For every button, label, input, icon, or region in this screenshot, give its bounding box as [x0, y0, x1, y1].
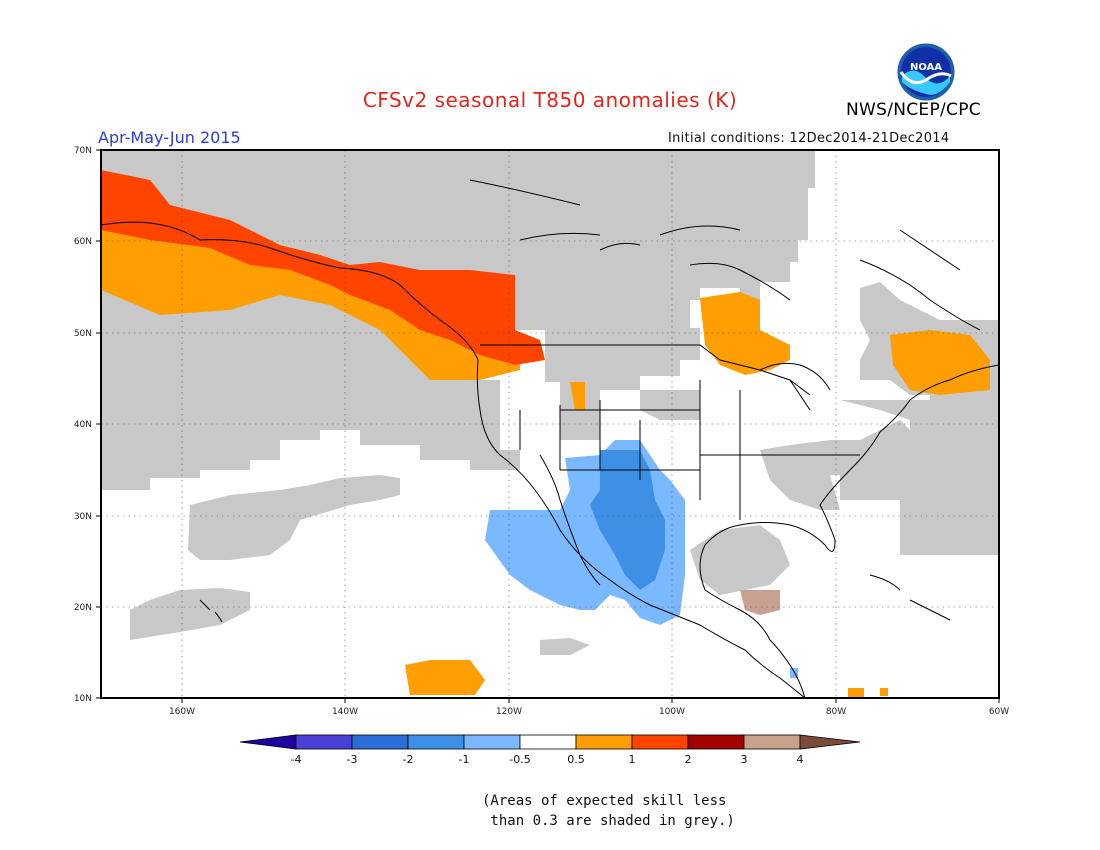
lat-label: 60N: [74, 237, 92, 247]
season-label: Apr-May-Jun 2015: [98, 128, 241, 147]
colorbar: [239, 734, 861, 750]
colorbar-tick-label: 3: [741, 753, 748, 766]
footnote-line-1: (Areas of expected skill less: [482, 793, 727, 809]
colorbar-segment: [687, 734, 745, 750]
cool-anomaly-areas: [485, 440, 798, 678]
coastlines: [101, 179, 999, 698]
colorbar-tick-label: -0.5: [509, 753, 530, 766]
lon-label: 100W: [659, 707, 685, 717]
lat-label: 20N: [74, 603, 92, 613]
noaa-logo: NOAA: [896, 42, 956, 102]
colorbar-segment: [743, 734, 801, 750]
colorbar-tick-label: 1: [629, 753, 636, 766]
initial-conditions-label: Initial conditions: 12Dec2014-21Dec2014: [668, 131, 950, 146]
lon-label: 140W: [332, 707, 358, 717]
colorbar-segment: [239, 734, 297, 750]
longitude-labels: 160W 140W 120W 100W 80W 60W: [169, 707, 1009, 717]
colorbar-tick-label: 2: [685, 753, 692, 766]
colorbar-segment: [407, 734, 465, 750]
colorbar-segment: [631, 734, 689, 750]
axis-ticks: [96, 149, 1000, 703]
colorbar-tick-label: -3: [347, 753, 358, 766]
colorbar-segment: [575, 734, 633, 750]
graticule: [101, 150, 999, 698]
lon-label: 60W: [989, 707, 1009, 717]
colorbar-labels: -4 -3 -2 -1 -0.5 0.5 1 2 3 4: [291, 753, 804, 766]
logo-text: NOAA: [910, 62, 942, 73]
colorbar-tick-label: -1: [459, 753, 470, 766]
colorbar-segment: [463, 734, 521, 750]
chart-title: CFSv2 seasonal T850 anomalies (K): [362, 88, 738, 112]
latitude-labels: 70N 60N 50N 40N 30N 20N 10N: [74, 146, 92, 704]
colorbar-segment: [799, 734, 861, 750]
lat-label: 30N: [74, 512, 92, 522]
colorbar-tick-label: 4: [797, 753, 804, 766]
grey-skill-areas: [101, 150, 999, 655]
colorbar-segment: [351, 734, 409, 750]
lon-label: 80W: [826, 707, 846, 717]
lat-label: 50N: [74, 329, 92, 339]
skill-footnote: (Areas of expected skill less than 0.3 a…: [482, 791, 735, 831]
colorbar-tick-label: -2: [403, 753, 414, 766]
lat-label: 10N: [74, 694, 92, 704]
agency-label: NWS/NCEP/CPC: [846, 100, 981, 120]
colorbar-tick-label: 0.5: [567, 753, 585, 766]
colorbar-segment: [295, 734, 353, 750]
lat-label: 40N: [74, 420, 92, 430]
warm-anomaly-areas: [101, 170, 990, 698]
footnote-line-2: than 0.3 are shaded in grey.): [482, 813, 735, 829]
lat-label: 70N: [74, 146, 92, 156]
colorbar-segment: [519, 734, 577, 750]
lon-label: 160W: [169, 707, 195, 717]
colorbar-tick-label: -4: [291, 753, 302, 766]
lon-label: 120W: [496, 707, 522, 717]
